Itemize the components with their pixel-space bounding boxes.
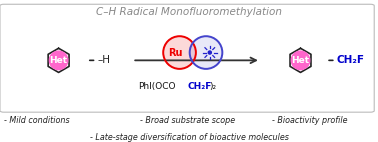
Text: Ru: Ru — [169, 48, 183, 58]
Text: )₂: )₂ — [209, 82, 217, 91]
Text: - Late-stage diversification of bioactive molecules: - Late-stage diversification of bioactiv… — [90, 133, 288, 142]
Text: CH₂F: CH₂F — [188, 82, 212, 91]
FancyBboxPatch shape — [0, 4, 374, 112]
Ellipse shape — [291, 51, 310, 70]
Ellipse shape — [208, 51, 211, 54]
Text: - Mild conditions: - Mild conditions — [4, 116, 70, 125]
Text: - Broad substrate scope: - Broad substrate scope — [140, 116, 235, 125]
Text: - Bioactivity profile: - Bioactivity profile — [272, 116, 348, 125]
Text: Het: Het — [291, 56, 310, 65]
Text: Het: Het — [50, 56, 68, 65]
Ellipse shape — [190, 36, 222, 69]
Ellipse shape — [50, 51, 68, 70]
Text: CH₂F: CH₂F — [336, 55, 364, 65]
Text: –H: –H — [98, 55, 110, 65]
Text: PhI(OCO: PhI(OCO — [138, 82, 175, 91]
Text: C–H Radical Monofluoromethylation: C–H Radical Monofluoromethylation — [96, 7, 282, 17]
Ellipse shape — [163, 36, 196, 69]
